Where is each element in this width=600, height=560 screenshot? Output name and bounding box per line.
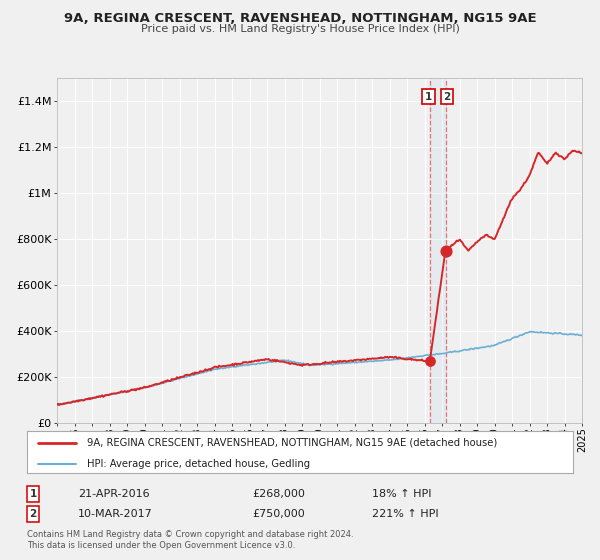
Text: 1: 1 xyxy=(29,489,37,499)
Text: Price paid vs. HM Land Registry's House Price Index (HPI): Price paid vs. HM Land Registry's House … xyxy=(140,24,460,34)
Text: 21-APR-2016: 21-APR-2016 xyxy=(78,489,149,499)
Text: 2: 2 xyxy=(29,509,37,519)
Text: 221% ↑ HPI: 221% ↑ HPI xyxy=(372,509,439,519)
Bar xyxy=(430,78,446,423)
Text: 10-MAR-2017: 10-MAR-2017 xyxy=(78,509,153,519)
Text: £750,000: £750,000 xyxy=(252,509,305,519)
Text: HPI: Average price, detached house, Gedling: HPI: Average price, detached house, Gedl… xyxy=(87,459,310,469)
Text: 2: 2 xyxy=(443,92,451,102)
Text: 18% ↑ HPI: 18% ↑ HPI xyxy=(372,489,431,499)
Text: 9A, REGINA CRESCENT, RAVENSHEAD, NOTTINGHAM, NG15 9AE: 9A, REGINA CRESCENT, RAVENSHEAD, NOTTING… xyxy=(64,12,536,25)
Text: £268,000: £268,000 xyxy=(252,489,305,499)
Text: 9A, REGINA CRESCENT, RAVENSHEAD, NOTTINGHAM, NG15 9AE (detached house): 9A, REGINA CRESCENT, RAVENSHEAD, NOTTING… xyxy=(87,438,497,448)
Point xyxy=(440,246,450,255)
Text: 1: 1 xyxy=(425,92,432,102)
Text: Contains HM Land Registry data © Crown copyright and database right 2024.: Contains HM Land Registry data © Crown c… xyxy=(27,530,353,539)
Point xyxy=(425,357,434,366)
Text: This data is licensed under the Open Government Licence v3.0.: This data is licensed under the Open Gov… xyxy=(27,541,295,550)
